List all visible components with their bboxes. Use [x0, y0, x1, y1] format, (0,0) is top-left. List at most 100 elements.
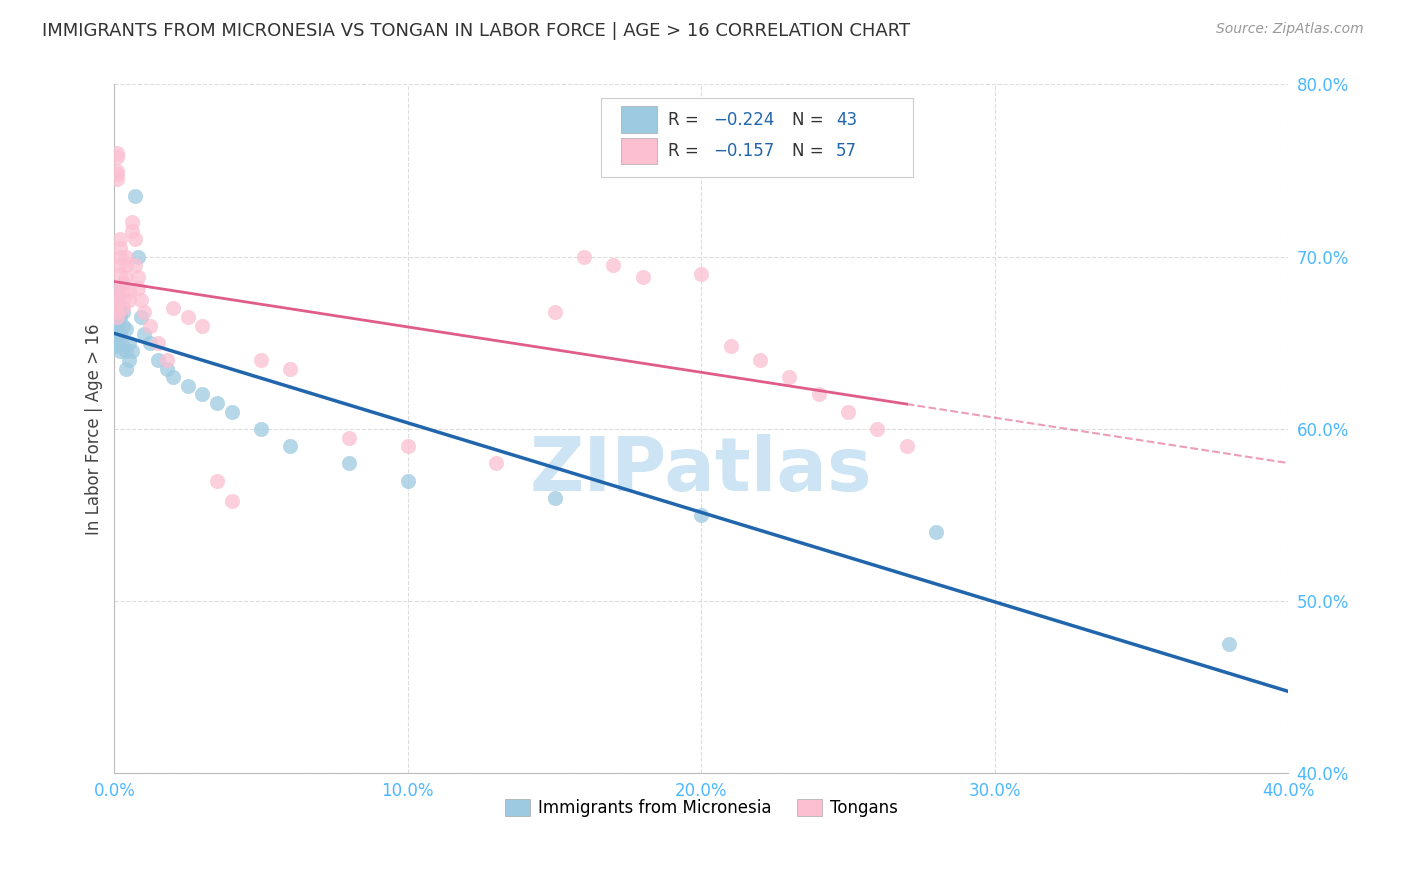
Point [156, 353, 179, 368]
Point [337, 456, 360, 470]
Point [124, 232, 146, 246]
Y-axis label: In Labor Force | Age > 16: In Labor Force | Age > 16 [86, 323, 103, 534]
Point [112, 301, 135, 316]
Point [221, 494, 243, 508]
Point [115, 250, 138, 264]
Point [132, 305, 155, 319]
Point [105, 291, 128, 305]
Point [138, 335, 160, 350]
Point [177, 379, 200, 393]
Point [105, 284, 128, 298]
Point [280, 439, 302, 453]
Point [110, 344, 132, 359]
Point [129, 293, 152, 307]
Text: Source: ZipAtlas.com: Source: ZipAtlas.com [1216, 22, 1364, 37]
Point [112, 276, 135, 290]
Point [138, 318, 160, 333]
Text: R =: R = [668, 142, 704, 161]
Point [925, 525, 948, 540]
Point [105, 298, 128, 312]
Text: 57: 57 [837, 142, 858, 161]
Point [115, 344, 138, 359]
Point [112, 293, 135, 307]
Point [115, 361, 138, 376]
FancyBboxPatch shape [621, 106, 657, 133]
Point [115, 258, 138, 272]
Point [124, 258, 146, 272]
Point [118, 353, 141, 368]
Point [105, 167, 128, 181]
Text: N =: N = [792, 111, 828, 128]
Point [250, 422, 273, 436]
Point [543, 305, 565, 319]
Point [129, 310, 152, 324]
Point [105, 298, 128, 312]
Point [1218, 637, 1240, 651]
FancyBboxPatch shape [602, 98, 912, 178]
Text: IMMIGRANTS FROM MICRONESIA VS TONGAN IN LABOR FORCE | AGE > 16 CORRELATION CHART: IMMIGRANTS FROM MICRONESIA VS TONGAN IN … [42, 22, 910, 40]
Point [112, 305, 135, 319]
Text: R =: R = [668, 111, 704, 128]
Point [156, 361, 179, 376]
Point [112, 284, 135, 298]
Point [105, 293, 128, 307]
Point [110, 327, 132, 342]
Point [110, 232, 132, 246]
Point [110, 241, 132, 255]
Point [690, 267, 713, 281]
Point [148, 353, 170, 368]
Point [720, 339, 742, 353]
Point [162, 301, 184, 316]
Point [110, 250, 132, 264]
Point [127, 281, 149, 295]
Point [162, 370, 184, 384]
Point [105, 335, 128, 350]
Point [396, 474, 419, 488]
Point [132, 327, 155, 342]
Point [112, 339, 135, 353]
Point [105, 305, 128, 319]
Legend: Immigrants from Micronesia, Tongans: Immigrants from Micronesia, Tongans [498, 792, 904, 823]
Point [866, 422, 889, 436]
Text: 43: 43 [837, 111, 858, 128]
Text: ZIPatlas: ZIPatlas [530, 434, 873, 507]
Point [250, 353, 273, 368]
Point [543, 491, 565, 505]
Point [105, 146, 128, 161]
Point [124, 189, 146, 203]
Point [105, 310, 128, 324]
Point [105, 305, 128, 319]
Point [105, 310, 128, 324]
Point [118, 335, 141, 350]
Point [485, 456, 508, 470]
Point [837, 405, 859, 419]
Point [280, 361, 302, 376]
Point [602, 258, 624, 272]
Point [205, 474, 228, 488]
Text: N =: N = [792, 142, 828, 161]
Point [631, 270, 654, 285]
Text: −0.157: −0.157 [713, 142, 775, 161]
Point [807, 387, 830, 401]
Point [110, 310, 132, 324]
Point [115, 270, 138, 285]
Point [148, 335, 170, 350]
Point [105, 327, 128, 342]
Point [127, 270, 149, 285]
Point [191, 318, 214, 333]
Point [127, 250, 149, 264]
FancyBboxPatch shape [621, 138, 657, 164]
Point [115, 322, 138, 336]
Point [110, 258, 132, 272]
Point [221, 405, 243, 419]
Point [105, 322, 128, 336]
Point [749, 353, 772, 368]
Point [690, 508, 713, 522]
Point [105, 318, 128, 333]
Point [121, 344, 143, 359]
Point [105, 150, 128, 164]
Point [105, 339, 128, 353]
Point [110, 267, 132, 281]
Point [118, 293, 141, 307]
Point [110, 298, 132, 312]
